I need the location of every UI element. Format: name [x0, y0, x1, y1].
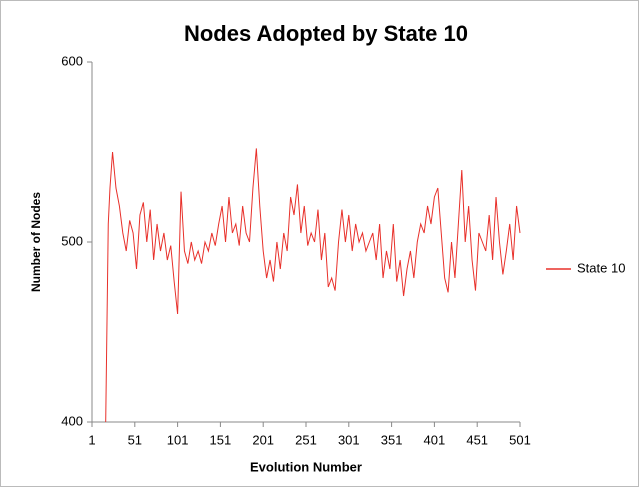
x-tick-label: 401 — [424, 432, 446, 447]
y-tick-label: 500 — [61, 233, 83, 248]
x-tick-label: 451 — [466, 432, 488, 447]
legend-label: State 10 — [577, 260, 625, 275]
x-tick-label: 251 — [295, 432, 317, 447]
x-tick-label: 1 — [88, 432, 95, 447]
x-tick-label: 151 — [210, 432, 232, 447]
x-tick-label: 201 — [252, 432, 274, 447]
x-tick-label: 301 — [338, 432, 360, 447]
x-axis-label: Evolution Number — [250, 459, 362, 474]
x-tick-label: 51 — [128, 432, 142, 447]
y-tick-label: 400 — [61, 413, 83, 428]
y-axis-label: Number of Nodes — [29, 192, 43, 292]
chart-title: Nodes Adopted by State 10 — [184, 21, 468, 46]
y-tick-label: 600 — [61, 53, 83, 68]
x-tick-label: 501 — [509, 432, 531, 447]
x-tick-label: 101 — [167, 432, 189, 447]
data-line — [105, 148, 521, 423]
x-tick-label: 351 — [381, 432, 403, 447]
